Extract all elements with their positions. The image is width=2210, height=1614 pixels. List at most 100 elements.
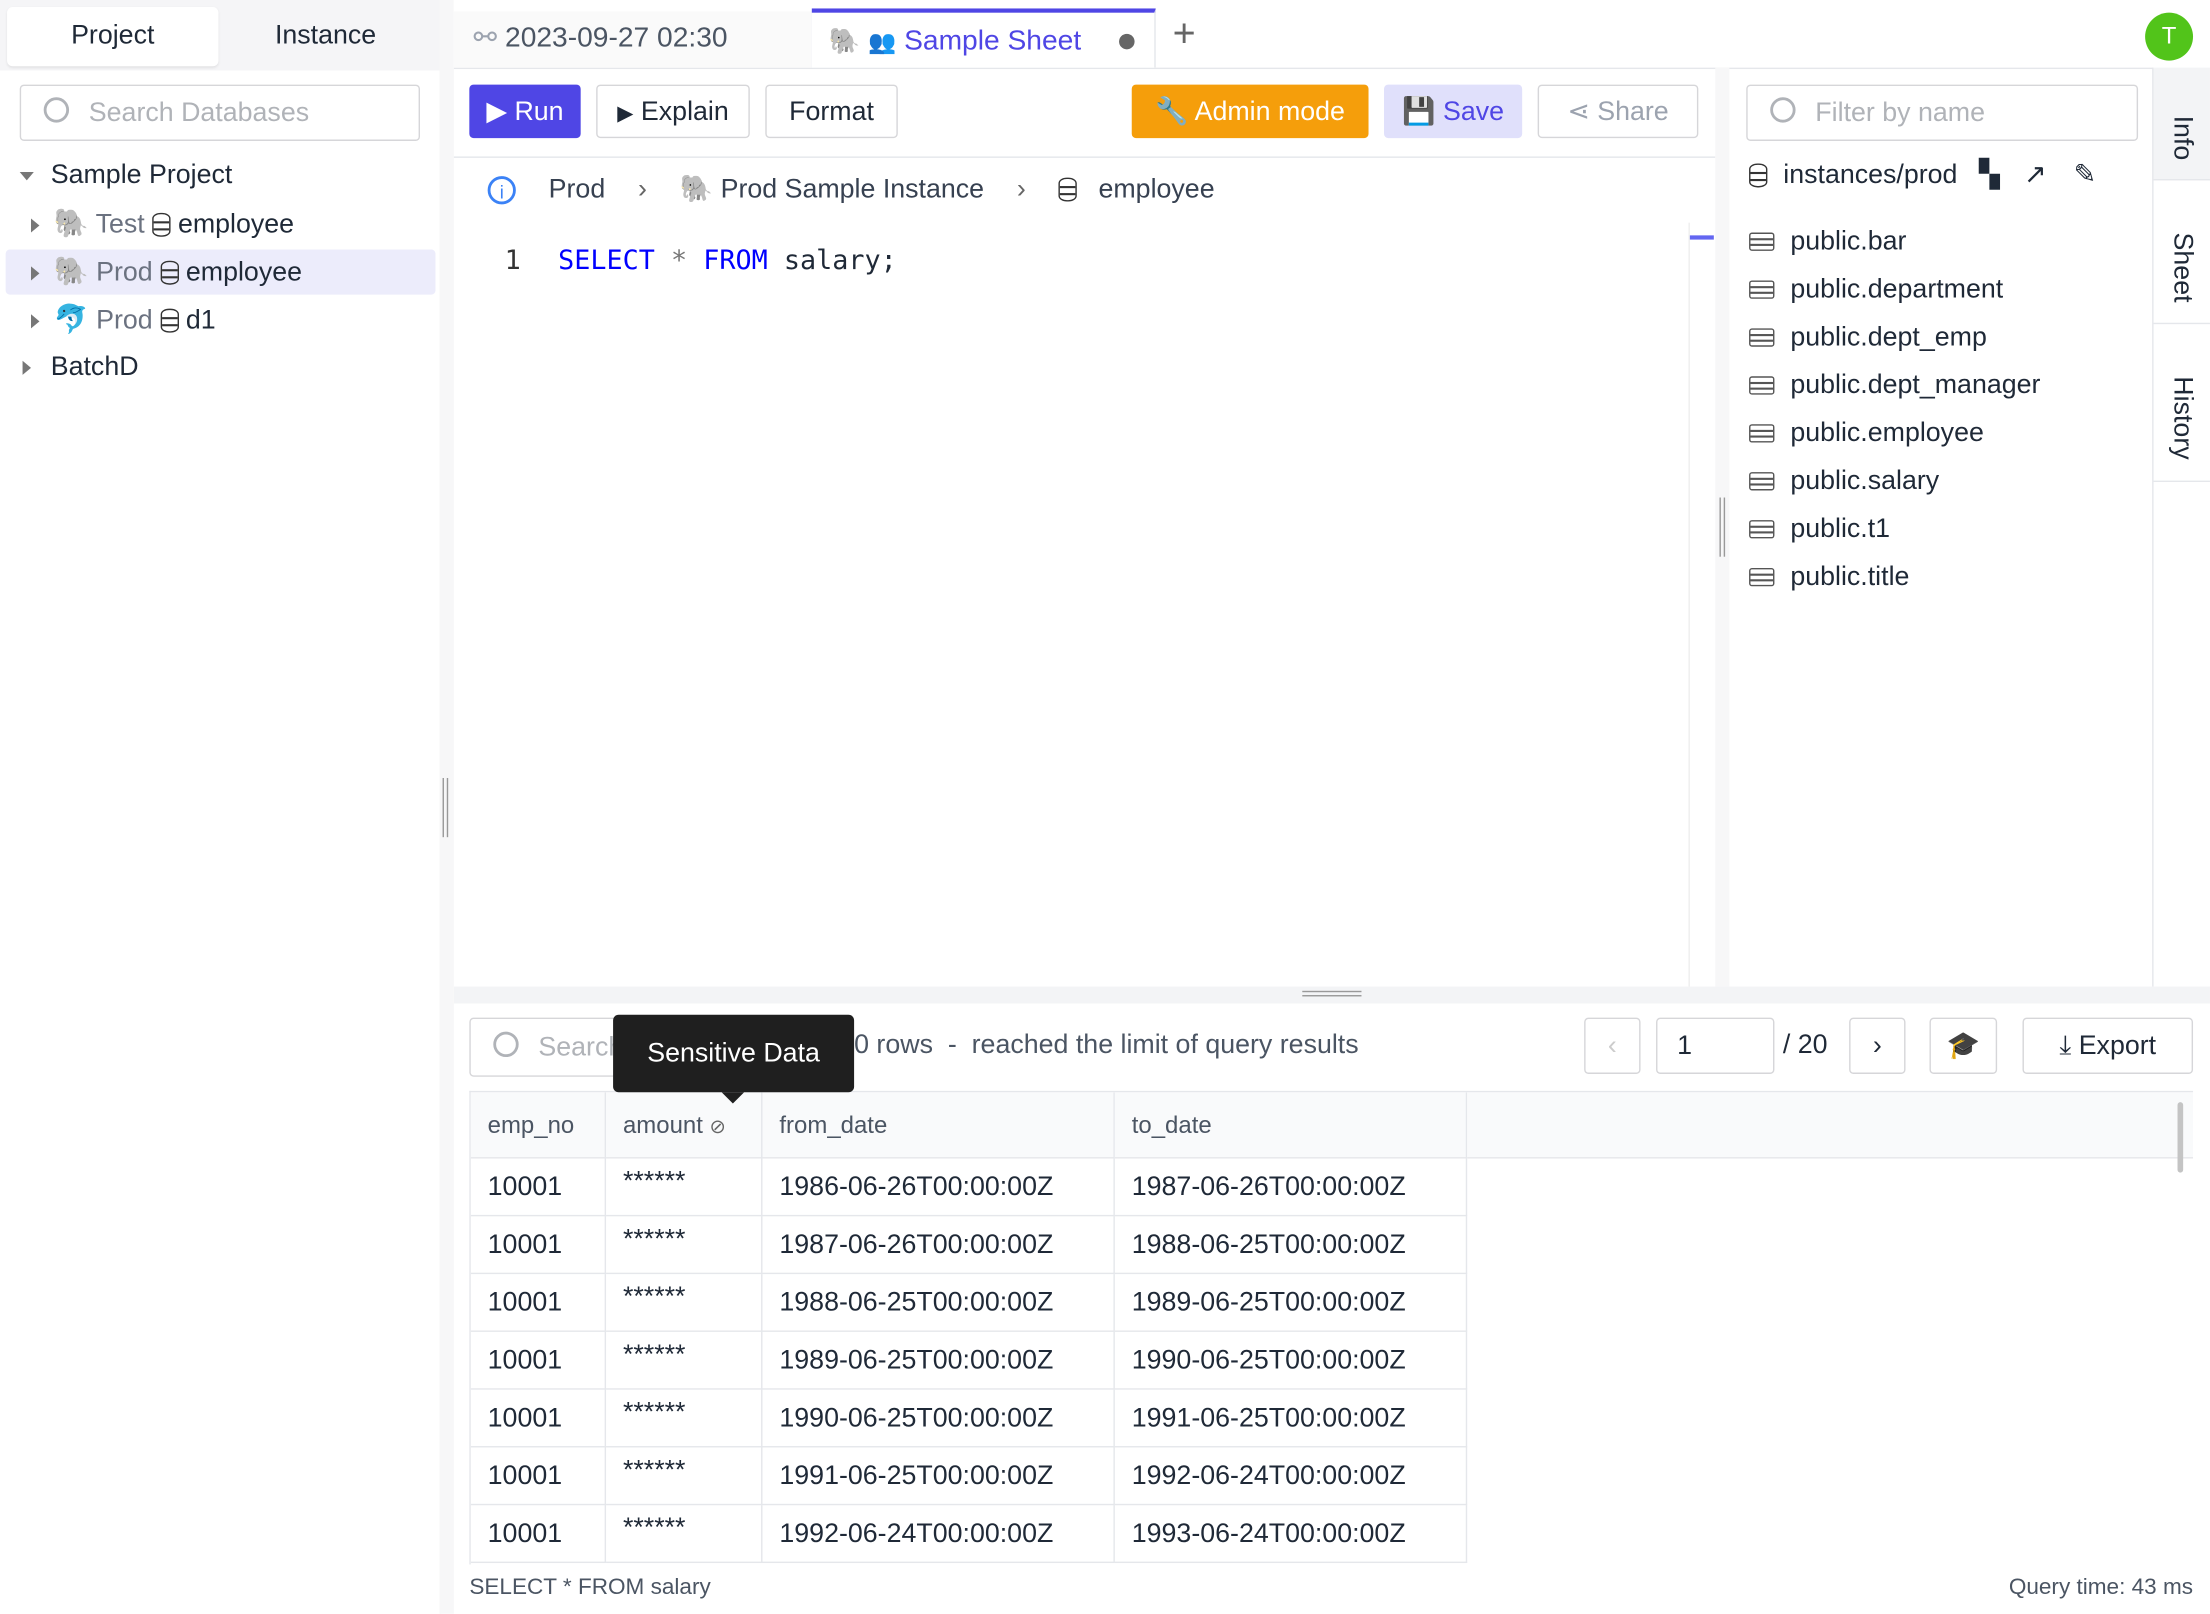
table-cell[interactable]: 10001 xyxy=(470,1447,607,1506)
table-cell[interactable]: 10001 xyxy=(470,1216,607,1275)
caret-right-icon xyxy=(22,360,32,375)
table-cell[interactable]: 1990-06-25T00:00:00Z xyxy=(762,1389,1115,1448)
export-label: Export xyxy=(2078,1031,2157,1062)
footer-sql: SELECT * FROM salary xyxy=(469,1575,711,1600)
eye-off-icon[interactable]: ⊘ xyxy=(709,1114,727,1138)
column-header-from_date[interactable]: from_date xyxy=(762,1092,1115,1159)
resize-handle[interactable] xyxy=(442,777,449,838)
table-cell[interactable]: ****** xyxy=(606,1447,763,1506)
table-item[interactable]: public.dept_manager xyxy=(1749,364,2040,409)
run-button[interactable]: ▶ Run xyxy=(469,84,581,139)
avatar[interactable]: T xyxy=(2145,12,2194,61)
schema-diagram-icon[interactable]: ▚ xyxy=(1978,160,2000,191)
external-link-icon[interactable]: ↗ xyxy=(2023,160,2047,191)
table-cell[interactable]: 10001 xyxy=(470,1158,607,1217)
info-icon[interactable]: i xyxy=(487,176,516,205)
share-button[interactable]: ⋖ Share xyxy=(1537,84,1699,139)
tree-item-sample-project[interactable]: Sample Project xyxy=(6,154,436,199)
sheet-tab-bar: ⚯ 2023-09-27 02:30 🐘 👥 Sample Sheet + xyxy=(453,0,2154,70)
tab-sheet-date[interactable]: ⚯ 2023-09-27 02:30 xyxy=(453,11,814,68)
query-time: Query time: 43 ms xyxy=(2008,1575,2194,1600)
column-header-amount[interactable]: amount ⊘ xyxy=(606,1092,763,1159)
schema-divider[interactable] xyxy=(1715,67,1730,987)
table-item[interactable]: public.salary xyxy=(1749,459,1939,504)
db-label: employee xyxy=(185,257,303,288)
table-cell[interactable]: 10001 xyxy=(470,1389,607,1448)
column-label: emp_no xyxy=(487,1112,575,1139)
table-cell[interactable]: 1988-06-25T00:00:00Z xyxy=(762,1274,1115,1332)
table-cell[interactable]: 10001 xyxy=(470,1274,607,1332)
tree-item-test-employee[interactable]: 🐘 Test employee xyxy=(6,202,436,247)
database-icon xyxy=(160,261,179,286)
explain-button[interactable]: ▶ Explain xyxy=(596,84,750,139)
results-split-handle[interactable] xyxy=(453,986,2210,1004)
tree-item-prod-employee[interactable]: 🐘 Prod employee xyxy=(5,249,436,295)
chevron-right-icon: › xyxy=(1872,1031,1882,1062)
table-cell[interactable]: ****** xyxy=(606,1274,763,1332)
search-databases-input[interactable]: Search Databases xyxy=(19,84,421,141)
table-cell[interactable]: 10001 xyxy=(470,1505,607,1564)
table-cell[interactable]: 1986-06-26T00:00:00Z xyxy=(762,1158,1115,1217)
breadcrumb-database[interactable]: employee xyxy=(1098,174,1215,205)
results-search-input[interactable]: Search xyxy=(469,1017,628,1077)
sql-editor[interactable]: 1 SELECT * FROM salary; xyxy=(454,240,1689,987)
filter-by-name-input[interactable]: Filter by name xyxy=(1746,84,2139,141)
edit-icon[interactable]: ✎ xyxy=(2073,160,2097,191)
table-scrollbar[interactable] xyxy=(2177,1102,2184,1173)
add-tab-button[interactable]: + xyxy=(1172,11,1196,55)
table-item[interactable]: public.department xyxy=(1749,268,2003,313)
column-header-emp_no[interactable]: emp_no xyxy=(470,1092,607,1159)
table-item[interactable]: public.t1 xyxy=(1749,507,1890,552)
tab-project[interactable]: Project xyxy=(7,7,219,67)
side-tab-sheet[interactable]: Sheet xyxy=(2153,180,2210,325)
table-item[interactable]: public.title xyxy=(1749,555,1909,600)
table-cell[interactable]: ****** xyxy=(606,1505,763,1564)
table-item[interactable]: public.bar xyxy=(1749,220,1906,265)
column-header-to_date[interactable]: to_date xyxy=(1114,1092,1468,1159)
table-cell[interactable]: 1991-06-25T00:00:00Z xyxy=(762,1447,1115,1506)
table-icon xyxy=(1749,233,1775,252)
table-item[interactable]: public.employee xyxy=(1749,412,1984,457)
page-input[interactable]: 1 xyxy=(1656,1017,1775,1074)
side-tab-info[interactable]: Info xyxy=(2153,67,2210,181)
caret-right-icon xyxy=(31,314,40,329)
left-tabs: Project Instance xyxy=(0,0,440,71)
share-icon: ⋖ xyxy=(1567,97,1590,127)
table-cell[interactable]: 1988-06-25T00:00:00Z xyxy=(1114,1216,1468,1275)
side-tab-history[interactable]: History xyxy=(2153,324,2210,483)
table-item[interactable]: public.dept_emp xyxy=(1749,316,1987,361)
breadcrumb-instance[interactable]: Prod Sample Instance xyxy=(720,174,985,205)
prev-page-button[interactable]: ‹ xyxy=(1584,1017,1641,1074)
table-cell[interactable]: 1990-06-25T00:00:00Z xyxy=(1114,1331,1468,1390)
table-cell[interactable]: ****** xyxy=(606,1158,763,1217)
table-cell[interactable]: 10001 xyxy=(470,1331,607,1390)
table-cell[interactable]: ****** xyxy=(606,1216,763,1275)
table-cell[interactable]: 1987-06-26T00:00:00Z xyxy=(762,1216,1115,1275)
tab-instance[interactable]: Instance xyxy=(274,21,377,51)
tab-sample-sheet[interactable]: 🐘 👥 Sample Sheet xyxy=(811,8,1156,68)
admin-mode-button[interactable]: 🔧 Admin mode xyxy=(1131,84,1369,139)
tree-item-batchd[interactable]: BatchD xyxy=(6,345,436,390)
table-cell[interactable]: 1993-06-24T00:00:00Z xyxy=(1114,1505,1468,1564)
table-cell[interactable]: 1992-06-24T00:00:00Z xyxy=(762,1505,1115,1564)
save-button[interactable]: 💾 Save xyxy=(1384,84,1523,139)
keyword: FROM xyxy=(703,245,768,277)
table-cell[interactable]: 1989-06-25T00:00:00Z xyxy=(1114,1274,1468,1332)
panel-divider[interactable] xyxy=(439,0,454,1614)
format-button[interactable]: Format xyxy=(765,84,898,139)
data-masking-button[interactable]: 🎓 xyxy=(1929,1017,1998,1074)
table-cell[interactable]: 1991-06-25T00:00:00Z xyxy=(1114,1389,1468,1448)
table-cell[interactable]: 1989-06-25T00:00:00Z xyxy=(762,1331,1115,1390)
next-page-button[interactable]: › xyxy=(1849,1017,1906,1074)
table-cell[interactable]: ****** xyxy=(606,1389,763,1448)
tree-item-prod-d1[interactable]: 🐬 Prod d1 xyxy=(6,297,436,342)
breadcrumb-env[interactable]: Prod xyxy=(548,174,606,205)
table-cell[interactable]: ****** xyxy=(606,1331,763,1390)
unsaved-dot-icon[interactable] xyxy=(1119,33,1135,50)
code-line[interactable]: SELECT * FROM salary; xyxy=(558,245,897,276)
table-cell[interactable]: 1987-06-26T00:00:00Z xyxy=(1114,1158,1468,1217)
table-cell[interactable]: 1992-06-24T00:00:00Z xyxy=(1114,1447,1468,1506)
editor-scrollbar[interactable] xyxy=(1688,222,1715,987)
resize-handle[interactable] xyxy=(1719,497,1726,557)
export-button[interactable]: ⤓ Export xyxy=(2022,1017,2194,1074)
